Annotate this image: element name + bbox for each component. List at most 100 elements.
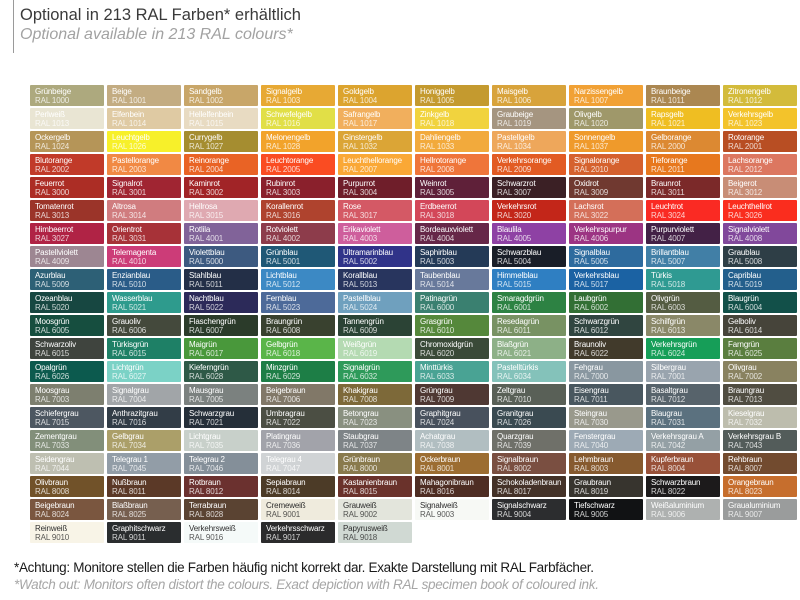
color-name-label: Lichtblau <box>266 271 297 280</box>
color-swatch: Schokoladenbraun RAL 8017 <box>492 476 566 497</box>
color-swatch: Rose RAL 3017 <box>338 200 412 221</box>
ral-number-label: RAL 5022 <box>189 303 224 312</box>
color-name-label: Lehmbraun <box>574 455 614 464</box>
ral-number-label: RAL 8017 <box>497 487 532 496</box>
color-swatch: Grasgrün RAL 6010 <box>415 315 489 336</box>
ral-number-label: RAL 4002 <box>266 234 301 243</box>
color-name-label: Lachsorange <box>728 156 773 165</box>
color-name-label: Beigerot <box>728 179 757 188</box>
color-name-label: Bordeauxviolett <box>420 225 473 234</box>
color-swatch: Basaltgrau RAL 7012 <box>646 384 720 405</box>
color-name-label: Rehbraun <box>728 455 762 464</box>
color-name-label: Minttürkis <box>420 363 453 372</box>
ral-number-label: RAL 3024 <box>651 211 686 220</box>
ral-number-label: RAL 6017 <box>189 349 224 358</box>
ral-number-label: RAL 7010 <box>497 395 532 404</box>
ral-number-label: RAL 2004 <box>189 165 224 174</box>
color-swatch: Weißaluminium RAL 9006 <box>646 499 720 520</box>
color-swatch: Saphirblau RAL 5003 <box>415 246 489 267</box>
ral-number-label: RAL 5003 <box>420 257 455 266</box>
color-swatch: Safrangelb RAL 1017 <box>338 108 412 129</box>
color-name-label: Moosgrau <box>35 386 70 395</box>
color-name-label: Braunbeige <box>651 87 691 96</box>
color-name-label: Kastanienbraun <box>343 478 397 487</box>
footer-note-en: *Watch out: Monitors often distort the c… <box>14 577 599 592</box>
color-swatch: Weinrot RAL 3005 <box>415 177 489 198</box>
color-name-label: Mahagonibraun <box>420 478 474 487</box>
color-swatch: Beigebraun RAL 8024 <box>30 499 104 520</box>
ral-number-label: RAL 2010 <box>574 165 609 174</box>
color-name-label: Schwarzrot <box>497 179 536 188</box>
color-name-label: Olivbraun <box>35 478 68 487</box>
color-name-label: Feuerrot <box>35 179 65 188</box>
color-name-label: Hellrosa <box>189 202 218 211</box>
ral-number-label: RAL 2003 <box>112 165 147 174</box>
ral-number-label: RAL 6021 <box>497 349 532 358</box>
color-name-label: Rotbraun <box>189 478 221 487</box>
color-swatch: Resedagrün RAL 6011 <box>492 315 566 336</box>
color-name-label: Erdbeerrot <box>420 202 457 211</box>
ral-number-label: RAL 7037 <box>343 441 378 450</box>
color-name-label: Leuchtrot <box>651 202 684 211</box>
ral-number-label: RAL 9004 <box>497 510 532 519</box>
color-name-label: Signalgrau <box>112 386 149 395</box>
ral-number-label: RAL 9002 <box>343 510 378 519</box>
color-swatch: Schiefergrau RAL 7015 <box>30 407 104 428</box>
color-name-label: Platingrau <box>266 432 301 441</box>
color-swatch: Fernblau RAL 5023 <box>261 292 335 313</box>
color-swatch: Chromoxidgrün RAL 6020 <box>415 338 489 359</box>
ral-number-label: RAL 3022 <box>574 211 609 220</box>
ral-number-label: RAL 5000 <box>189 257 224 266</box>
ral-number-label: RAL 7000 <box>574 372 609 381</box>
ral-number-label: RAL 5010 <box>112 280 147 289</box>
ral-number-label: RAL 7004 <box>112 395 147 404</box>
ral-number-label: RAL 3017 <box>343 211 378 220</box>
color-swatch: Beigerot RAL 3012 <box>723 177 797 198</box>
color-name-label: Honiggelb <box>420 87 455 96</box>
color-swatch: Signalblau RAL 5005 <box>569 246 643 267</box>
color-name-label: Ginstergelb <box>343 133 383 142</box>
color-swatch: Smaragdgrün RAL 6001 <box>492 292 566 313</box>
color-name-label: Fernblau <box>266 294 297 303</box>
ral-number-label: RAL 6004 <box>728 303 763 312</box>
ral-number-label: RAL 7011 <box>574 395 608 404</box>
color-name-label: Reinweiß <box>35 524 68 533</box>
ral-number-label: RAL 7026 <box>497 418 532 427</box>
ral-number-label: RAL 6000 <box>420 303 455 312</box>
color-name-label: Tomatenrot <box>35 202 74 211</box>
color-swatch: Sandgelb RAL 1002 <box>184 85 258 106</box>
color-swatch: Ultramarinblau RAL 5002 <box>338 246 412 267</box>
ral-number-label: RAL 7002 <box>728 372 763 381</box>
color-swatch: Rehbraun RAL 8007 <box>723 453 797 474</box>
color-swatch: Lichtgrau RAL 7035 <box>184 430 258 451</box>
color-swatch: Hellelfenbein RAL 1015 <box>184 108 258 129</box>
ral-number-label: RAL 6025 <box>728 349 763 358</box>
color-name-label: Schwarzgrün <box>574 317 620 326</box>
color-swatch: Leuchthellorange RAL 2007 <box>338 154 412 175</box>
color-swatch: Türkis RAL 5018 <box>646 269 720 290</box>
ral-number-label: RAL 1017 <box>343 119 378 128</box>
ral-number-label: RAL 2002 <box>35 165 70 174</box>
color-swatch: Weißgrün RAL 6019 <box>338 338 412 359</box>
color-name-label: Blaßbraun <box>112 501 148 510</box>
color-name-label: Safrangelb <box>343 110 381 119</box>
color-swatch: Blaugrau RAL 7031 <box>646 407 720 428</box>
color-name-label: Olivgrau <box>728 363 757 372</box>
color-name-label: Ultramarinblau <box>343 248 393 257</box>
color-name-label: Verkehrsorange <box>497 156 552 165</box>
color-swatch: Olivgelb RAL 1020 <box>569 108 643 129</box>
ral-number-label: RAL 1033 <box>420 142 455 151</box>
color-swatch: Schwarzblau RAL 5004 <box>492 246 566 267</box>
color-name-label: Beigebraun <box>266 386 306 395</box>
ral-number-label: RAL 5008 <box>728 257 763 266</box>
color-name-label: Himmelblau <box>497 271 538 280</box>
ral-number-label: RAL 5011 <box>189 280 223 289</box>
color-swatch: Schwarzbraun RAL 8022 <box>646 476 720 497</box>
ral-number-label: RAL 5014 <box>420 280 455 289</box>
color-swatch: Olivgrün RAL 6003 <box>646 292 720 313</box>
color-swatch: Lachsorange RAL 2012 <box>723 154 797 175</box>
color-swatch: Maigrün RAL 6017 <box>184 338 258 359</box>
ral-number-label: RAL 8019 <box>574 487 609 496</box>
ral-number-label: RAL 6010 <box>420 326 455 335</box>
color-name-label: Hellelfenbein <box>189 110 234 119</box>
